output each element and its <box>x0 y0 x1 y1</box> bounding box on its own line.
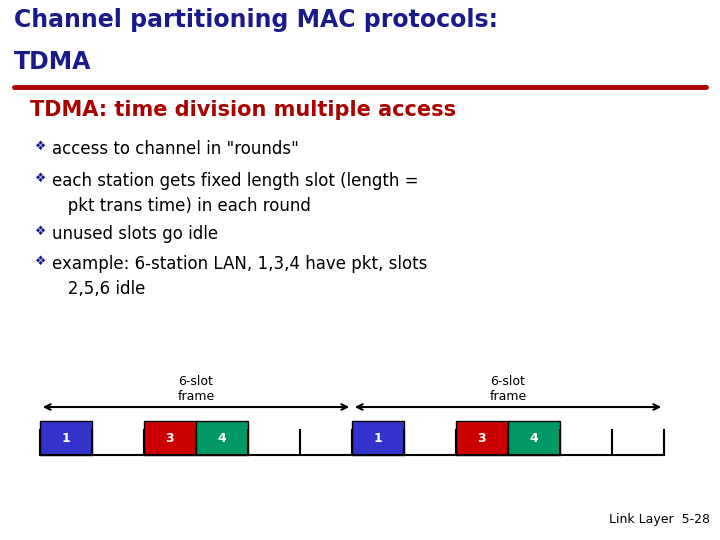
Bar <box>456 421 508 455</box>
Text: example: 6-station LAN, 1,3,4 have pkt, slots
   2,5,6 idle: example: 6-station LAN, 1,3,4 have pkt, … <box>52 255 428 298</box>
Bar <box>144 421 196 455</box>
Bar <box>352 421 404 455</box>
Text: 4: 4 <box>217 431 226 444</box>
Text: 3: 3 <box>166 431 174 444</box>
Text: 6-slot
frame: 6-slot frame <box>490 375 526 403</box>
Text: 1: 1 <box>374 431 382 444</box>
Bar <box>508 421 560 455</box>
Bar <box>196 421 248 455</box>
Text: ❖: ❖ <box>35 225 46 238</box>
Text: unused slots go idle: unused slots go idle <box>52 225 218 243</box>
Text: TDMA: time division multiple access: TDMA: time division multiple access <box>30 100 456 120</box>
Text: 3: 3 <box>477 431 486 444</box>
Text: ❖: ❖ <box>35 172 46 185</box>
Text: 1: 1 <box>62 431 71 444</box>
Text: each station gets fixed length slot (length =
   pkt trans time) in each round: each station gets fixed length slot (len… <box>52 172 418 215</box>
Text: ❖: ❖ <box>35 140 46 153</box>
Text: TDMA: TDMA <box>14 50 91 74</box>
Bar <box>40 421 92 455</box>
Text: Channel partitioning MAC protocols:: Channel partitioning MAC protocols: <box>14 8 498 32</box>
Text: ❖: ❖ <box>35 255 46 268</box>
Text: access to channel in "rounds": access to channel in "rounds" <box>52 140 299 158</box>
Text: 6-slot
frame: 6-slot frame <box>177 375 215 403</box>
Text: 4: 4 <box>530 431 539 444</box>
Text: Link Layer  5-28: Link Layer 5-28 <box>609 513 710 526</box>
